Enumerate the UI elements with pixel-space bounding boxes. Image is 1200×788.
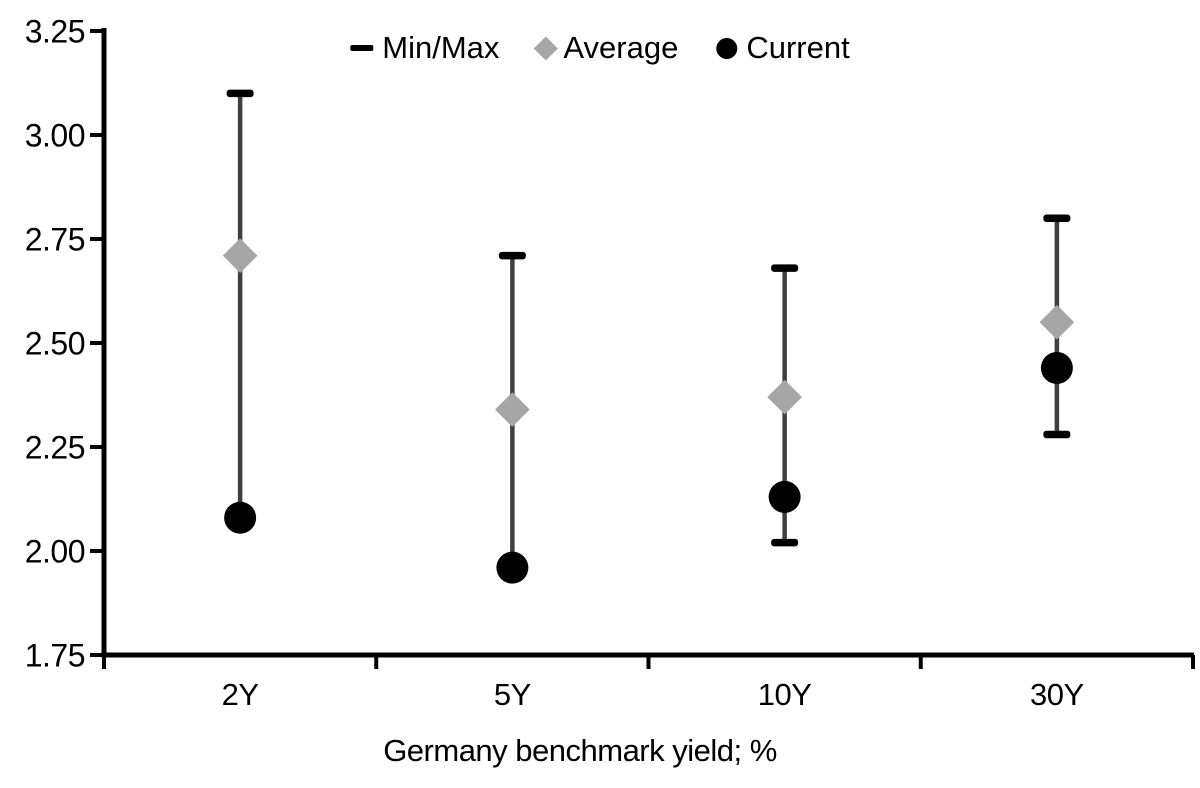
x-category-label: 2Y: [222, 677, 259, 712]
average-marker: [767, 379, 802, 415]
max-cap: [771, 264, 799, 272]
x-category-label: 5Y: [494, 677, 531, 712]
x-category-label: 30Y: [1030, 677, 1084, 712]
y-tick-label: 2.00: [25, 534, 85, 570]
max-cap: [226, 89, 254, 98]
legend-label-average: Average: [563, 30, 679, 65]
current-marker: [496, 551, 529, 584]
min-cap: [1043, 430, 1071, 439]
y-tick-label: 2.25: [25, 430, 85, 466]
legend-item-minmax: Min/Max: [350, 30, 499, 66]
min-cap: [771, 538, 799, 547]
average-marker: [1039, 304, 1075, 340]
x-axis-title: Germany benchmark yield; %: [383, 733, 777, 768]
y-tick-label: 2.75: [25, 222, 85, 258]
max-cap: [498, 251, 526, 260]
average-marker: [222, 238, 258, 273]
current-circle-icon: [716, 37, 738, 59]
current-marker: [768, 480, 801, 513]
y-tick-label: 1.75: [25, 638, 85, 674]
current-marker: [224, 501, 257, 534]
average-diamond-icon: [533, 35, 558, 61]
average-marker: [495, 392, 530, 427]
legend: Min/Max Average Current: [350, 30, 850, 66]
y-tick-label: 2.50: [25, 326, 85, 362]
current-marker: [1040, 351, 1073, 384]
legend-item-current: Current: [716, 30, 850, 66]
minmax-dash-icon: [350, 45, 374, 51]
y-tick-label: 3.00: [25, 118, 85, 154]
y-tick-label: 3.25: [25, 14, 85, 50]
legend-label-minmax: Min/Max: [382, 30, 500, 65]
x-category-label: 10Y: [758, 677, 812, 712]
legend-label-current: Current: [746, 30, 850, 65]
legend-item-average: Average: [533, 30, 679, 66]
max-cap: [1043, 214, 1071, 222]
